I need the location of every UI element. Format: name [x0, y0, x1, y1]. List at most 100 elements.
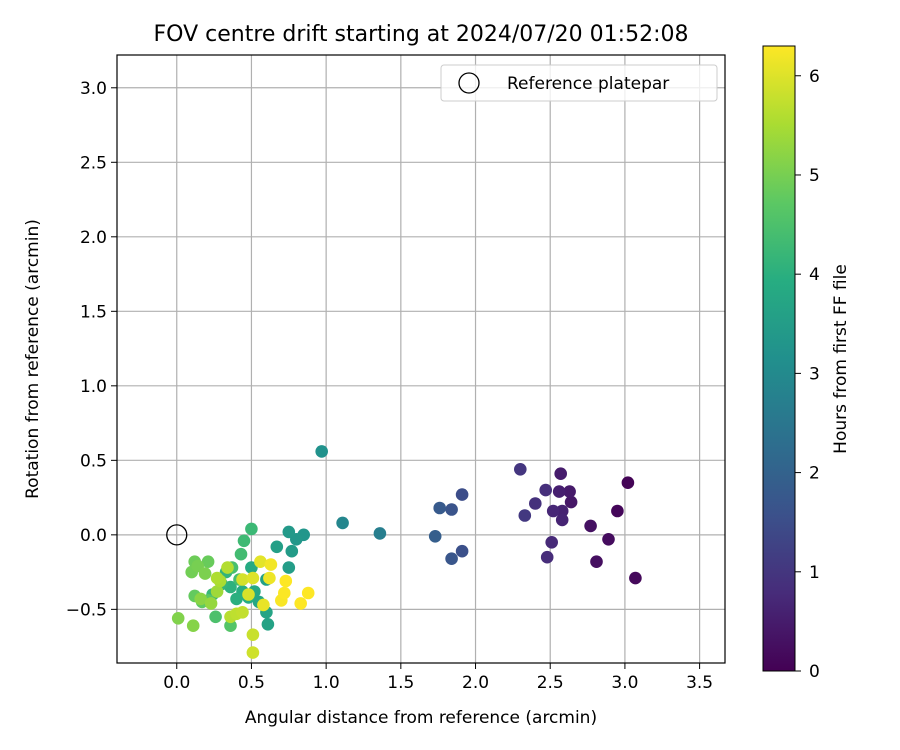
data-point — [294, 597, 308, 610]
x-tick-label: 0.5 — [238, 673, 265, 693]
data-point — [555, 513, 569, 527]
data-point — [230, 592, 243, 606]
data-point — [279, 574, 293, 588]
data-point — [554, 467, 567, 481]
data-point — [301, 586, 315, 600]
data-point — [264, 558, 278, 571]
y-tick-label: 0.5 — [80, 451, 107, 471]
x-tick-label: 1.5 — [387, 673, 414, 693]
colorbar-tick-label: 6 — [809, 67, 820, 87]
data-point — [236, 573, 249, 586]
data-point — [546, 504, 560, 518]
data-point — [336, 516, 349, 530]
y-tick-label: 1.5 — [80, 302, 107, 322]
data-point — [529, 497, 542, 510]
data-point — [455, 544, 469, 558]
data-point — [602, 533, 615, 546]
legend-marker-reference-icon — [458, 72, 480, 94]
data-point — [171, 612, 185, 625]
chart-title: FOV centre drift starting at 2024/07/20 … — [154, 22, 689, 47]
data-point — [210, 585, 224, 598]
data-point — [282, 561, 296, 574]
colorbar-tick-label: 4 — [809, 265, 820, 285]
data-point — [590, 555, 603, 568]
x-axis-label: Angular distance from reference (arcmin) — [245, 708, 597, 728]
data-point — [285, 544, 299, 558]
data-point — [629, 571, 642, 585]
data-point — [563, 485, 576, 498]
legend-entry-reference-platepar: Reference platepar — [507, 74, 669, 94]
y-tick-label: 3.0 — [80, 79, 107, 99]
reference-point-marker — [166, 524, 188, 546]
data-point — [234, 547, 248, 561]
colorbar-label: Hours from first FF file — [831, 264, 851, 454]
data-point — [611, 504, 624, 518]
data-point — [555, 504, 569, 518]
data-point — [514, 463, 527, 476]
data-point — [545, 536, 558, 549]
y-tick-label: 0.0 — [80, 526, 107, 546]
data-point — [552, 485, 566, 498]
data-point — [261, 618, 275, 631]
data-point — [246, 646, 260, 659]
reference-marker-group — [166, 524, 188, 546]
data-point — [237, 534, 251, 548]
data-point — [539, 483, 552, 497]
data-point — [224, 619, 237, 632]
x-tick-label: 0.0 — [163, 673, 190, 693]
data-point — [282, 525, 296, 539]
data-point — [204, 597, 218, 610]
data-point — [254, 555, 267, 568]
data-point — [315, 445, 329, 458]
y-tick-label: −0.5 — [66, 600, 107, 620]
colorbar-tick-label: 5 — [809, 166, 820, 186]
data-point — [186, 619, 200, 632]
x-tick-label: 3.5 — [686, 673, 713, 693]
data-point — [210, 571, 224, 585]
colorbar-tick-label: 3 — [809, 364, 820, 384]
data-point — [194, 592, 207, 606]
grid-lines — [117, 55, 725, 663]
data-point — [428, 530, 442, 543]
data-point — [270, 540, 284, 554]
data-point — [584, 519, 597, 533]
colorbar-tick-label: 1 — [809, 563, 820, 583]
y-axis-label: Rotation from reference (arcmin) — [23, 219, 43, 499]
data-point — [246, 571, 260, 585]
data-point — [246, 628, 260, 641]
data-point — [373, 527, 387, 540]
y-tick-label: 2.5 — [80, 153, 107, 173]
data-point — [445, 503, 458, 516]
data-point — [236, 606, 249, 619]
data-point — [455, 488, 469, 501]
data-point — [245, 522, 258, 536]
data-point — [198, 567, 212, 580]
data-point — [564, 495, 578, 509]
plot-frame — [116, 54, 726, 664]
data-point — [621, 476, 635, 490]
y-tick-label: 2.0 — [80, 228, 107, 248]
x-axis-ticks: 0.0 0.5 1.0 1.5 2.0 2.5 3.0 3.5 — [163, 663, 713, 693]
legend: Reference platepar — [440, 64, 718, 102]
colorbar — [762, 45, 796, 672]
data-point — [263, 571, 276, 585]
data-points — [171, 445, 642, 659]
data-point — [445, 552, 458, 565]
data-point — [209, 610, 222, 624]
x-tick-label: 2.5 — [537, 673, 564, 693]
x-tick-label: 3.0 — [611, 673, 638, 693]
data-point — [242, 588, 255, 601]
x-tick-label: 1.0 — [313, 673, 340, 693]
x-tick-label: 2.0 — [462, 673, 489, 693]
data-point — [518, 509, 532, 522]
data-point — [278, 586, 291, 600]
data-point — [540, 550, 554, 564]
data-point — [433, 501, 447, 515]
colorbar-ticks: 0 1 2 3 4 5 6 — [795, 67, 820, 682]
colorbar-tick-label: 2 — [809, 464, 820, 484]
y-tick-label: 1.0 — [80, 377, 107, 397]
data-point — [245, 561, 258, 574]
legend-box — [440, 64, 718, 102]
y-axis-ticks: −0.5 0.0 0.5 1.0 1.5 2.0 2.5 3.0 — [66, 79, 117, 620]
